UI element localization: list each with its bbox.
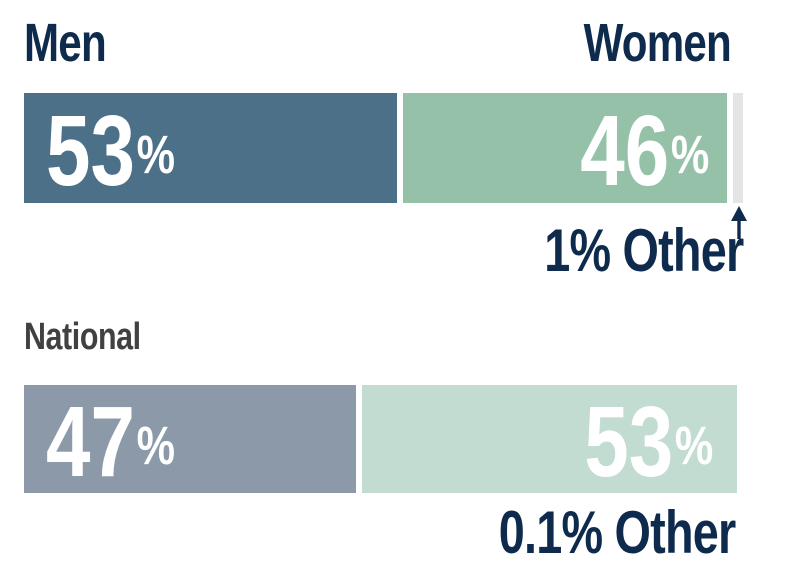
national-women-segment: 53%: [362, 385, 737, 493]
national-bar: 47% 53%: [24, 385, 737, 493]
percent-sign: %: [136, 125, 175, 186]
national-men-value: 47%: [46, 386, 175, 498]
national-women-value: 53%: [584, 386, 713, 498]
sample-men-segment: 53%: [24, 93, 398, 207]
sample-women-segment: 46%: [403, 93, 727, 203]
women-column-label: Women: [583, 13, 732, 73]
men-column-label: Men: [24, 13, 107, 73]
percent-sign: %: [670, 125, 709, 186]
national-label: National: [24, 316, 141, 358]
percent-sign: %: [674, 416, 713, 477]
national-men-segment: 47%: [24, 385, 357, 498]
sample-other-label: 1% Other: [543, 217, 744, 284]
sample-other-segment: [733, 93, 743, 203]
percent-sign: %: [136, 416, 175, 477]
sample-women-value: 46%: [580, 95, 709, 207]
sample-bar: 53% 46%: [24, 93, 743, 203]
up-arrow-icon: [731, 206, 747, 239]
sample-men-value: 53%: [46, 95, 175, 207]
national-other-label: 0.1% Other: [498, 499, 735, 566]
